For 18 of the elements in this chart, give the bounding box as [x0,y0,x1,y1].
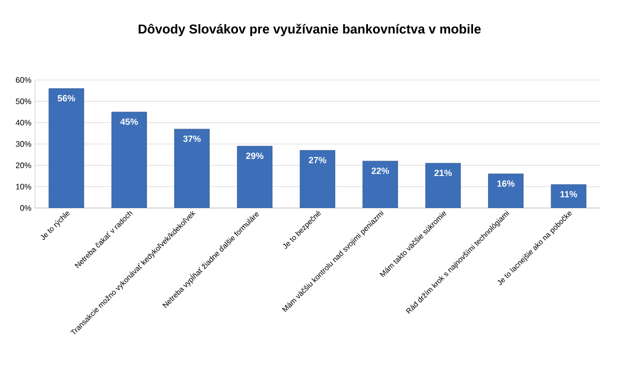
bar [300,150,336,208]
chart-title: Dôvody Slovákov pre využívanie bankovníctva v mobile [138,24,481,36]
bar [48,88,84,208]
data-label: 16% [497,180,515,187]
data-label: 45% [120,118,138,125]
data-label: 37% [183,136,201,142]
data-label: 22% [372,168,390,174]
bar [237,146,272,208]
bar [488,174,524,208]
bar [425,163,461,208]
bar [111,112,147,208]
bar [174,128,210,208]
data-label: 29% [246,152,264,160]
data-label: 27% [308,156,326,164]
data-label: 21% [434,170,452,176]
bar [362,160,398,208]
data-label: 56% [58,95,76,102]
data-label: 11% [560,191,578,198]
